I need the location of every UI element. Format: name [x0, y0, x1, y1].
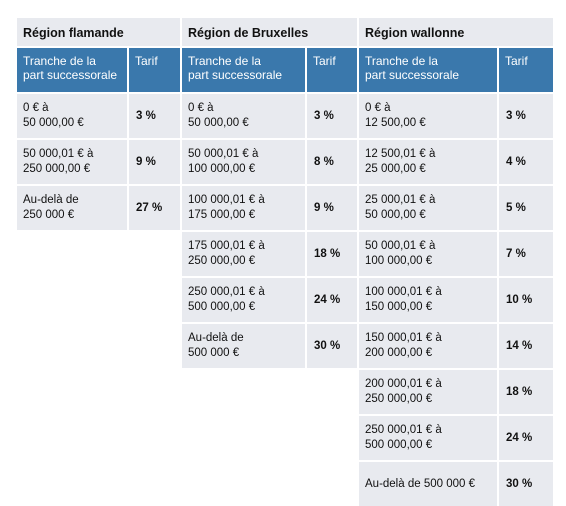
- tarif-cell: 4 %: [499, 140, 553, 184]
- tarif-cell: 10 %: [499, 278, 553, 322]
- table-row: Au-delà de 500 000 €30 %: [182, 322, 357, 368]
- column-header-tarif: Tarif: [129, 48, 180, 92]
- table-row: 250 000,01 € à 500 000,00 €24 %: [359, 414, 553, 460]
- tarif-cell: 14 %: [499, 324, 553, 368]
- tranche-cell: Au-delà de 500 000 €: [182, 324, 307, 368]
- tranche-cell: 250 000,01 € à 500 000,00 €: [182, 278, 307, 322]
- table-row: 250 000,01 € à 500 000,00 €24 %: [182, 276, 357, 322]
- column-header-tarif: Tarif: [307, 48, 357, 92]
- tranche-cell: 200 000,01 € à 250 000,00 €: [359, 370, 499, 414]
- tranche-cell: 50 000,01 € à 100 000,00 €: [359, 232, 499, 276]
- table-row: 0 € à 12 500,00 €3 %: [359, 92, 553, 138]
- table-header: Tranche de la part successorale Tarif: [17, 48, 180, 92]
- table-row: 200 000,01 € à 250 000,00 €18 %: [359, 368, 553, 414]
- table-row: 175 000,01 € à 250 000,00 €18 %: [182, 230, 357, 276]
- column-header-tranche: Tranche de la part successorale: [17, 48, 129, 92]
- tarif-cell: 18 %: [499, 370, 553, 414]
- column-header-tranche: Tranche de la part successorale: [359, 48, 499, 92]
- table-row: 150 000,01 € à 200 000,00 €14 %: [359, 322, 553, 368]
- table-row: 100 000,01 € à 150 000,00 €10 %: [359, 276, 553, 322]
- tranche-cell: Au-delà de 500 000 €: [359, 462, 499, 506]
- table-row: 0 € à 50 000,00 €3 %: [17, 92, 180, 138]
- tarif-cell: 30 %: [307, 324, 357, 368]
- tarif-cell: 7 %: [499, 232, 553, 276]
- table-row: 50 000,01 € à 100 000,00 €7 %: [359, 230, 553, 276]
- tranche-cell: 175 000,01 € à 250 000,00 €: [182, 232, 307, 276]
- tarif-cell: 9 %: [307, 186, 357, 230]
- table-row: 50 000,01 € à 250 000,00 €9 %: [17, 138, 180, 184]
- table-row: Au-delà de 250 000 €27 %: [17, 184, 180, 230]
- tarif-cell: 18 %: [307, 232, 357, 276]
- tranche-cell: 250 000,01 € à 500 000,00 €: [359, 416, 499, 460]
- table-row: 12 500,01 € à 25 000,00 €4 %: [359, 138, 553, 184]
- table-header: Tranche de la part successorale Tarif: [182, 48, 357, 92]
- table-header: Tranche de la part successorale Tarif: [359, 48, 553, 92]
- tarif-cell: 5 %: [499, 186, 553, 230]
- table-row: 25 000,01 € à 50 000,00 €5 %: [359, 184, 553, 230]
- tarif-cell: 3 %: [499, 94, 553, 138]
- region-flamande-table: Région flamande Tranche de la part succe…: [17, 18, 180, 230]
- table-row: 100 000,01 € à 175 000,00 €9 %: [182, 184, 357, 230]
- tarif-cell: 3 %: [129, 94, 180, 138]
- tranche-cell: 25 000,01 € à 50 000,00 €: [359, 186, 499, 230]
- tranche-cell: 50 000,01 € à 250 000,00 €: [17, 140, 129, 184]
- region-title: Région wallonne: [359, 18, 553, 48]
- region-title: Région flamande: [17, 18, 180, 48]
- tarif-cell: 3 %: [307, 94, 357, 138]
- tranche-cell: 100 000,01 € à 175 000,00 €: [182, 186, 307, 230]
- tranche-cell: 100 000,01 € à 150 000,00 €: [359, 278, 499, 322]
- tranche-cell: 0 € à 12 500,00 €: [359, 94, 499, 138]
- tarif-cell: 9 %: [129, 140, 180, 184]
- tarif-cell: 24 %: [307, 278, 357, 322]
- column-header-tranche: Tranche de la part successorale: [182, 48, 307, 92]
- tarif-cell: 27 %: [129, 186, 180, 230]
- region-bruxelles-table: Région de Bruxelles Tranche de la part s…: [182, 18, 357, 368]
- tranche-cell: 150 000,01 € à 200 000,00 €: [359, 324, 499, 368]
- region-wallonne-table: Région wallonne Tranche de la part succe…: [359, 18, 553, 506]
- tranche-cell: 12 500,01 € à 25 000,00 €: [359, 140, 499, 184]
- tranche-cell: Au-delà de 250 000 €: [17, 186, 129, 230]
- table-row: 50 000,01 € à 100 000,00 €8 %: [182, 138, 357, 184]
- table-row: 0 € à 50 000,00 €3 %: [182, 92, 357, 138]
- column-header-tarif: Tarif: [499, 48, 553, 92]
- tranche-cell: 0 € à 50 000,00 €: [182, 94, 307, 138]
- table-row: Au-delà de 500 000 €30 %: [359, 460, 553, 506]
- tranche-cell: 50 000,01 € à 100 000,00 €: [182, 140, 307, 184]
- tarif-cell: 8 %: [307, 140, 357, 184]
- tarif-cell: 24 %: [499, 416, 553, 460]
- tarif-cell: 30 %: [499, 462, 553, 506]
- tranche-cell: 0 € à 50 000,00 €: [17, 94, 129, 138]
- region-title: Région de Bruxelles: [182, 18, 357, 48]
